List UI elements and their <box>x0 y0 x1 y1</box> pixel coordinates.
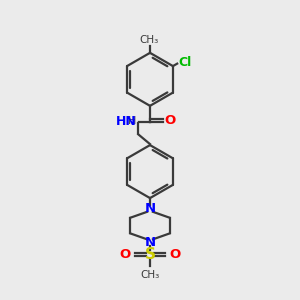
Text: S: S <box>145 247 155 262</box>
Text: O: O <box>165 114 176 127</box>
Text: N: N <box>144 236 156 249</box>
Text: CH₃: CH₃ <box>140 270 160 280</box>
Text: H: H <box>128 116 136 126</box>
Text: Cl: Cl <box>178 56 191 69</box>
Text: N: N <box>144 202 156 215</box>
Text: HN: HN <box>116 115 136 128</box>
Text: O: O <box>119 248 130 260</box>
Text: CH₃: CH₃ <box>140 35 159 45</box>
Text: O: O <box>169 248 181 260</box>
